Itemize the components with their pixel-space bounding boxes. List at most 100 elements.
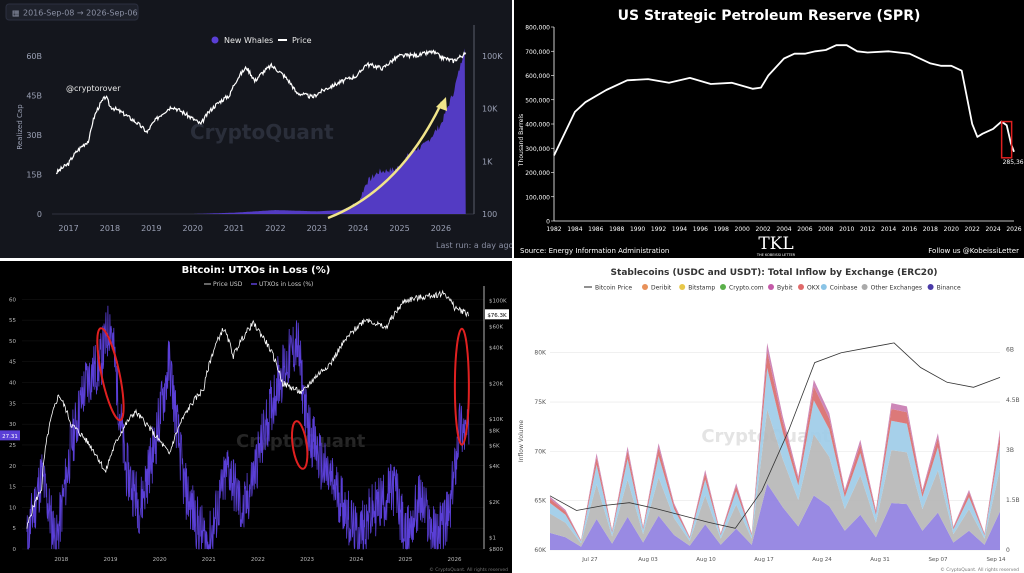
- utxo-chart: Bitcoin: UTXOs in Loss (%) CryptoQuant ©…: [0, 265, 509, 573]
- y-axis-title: Inflow Volume: [518, 420, 525, 462]
- legend-marker-exchange: [798, 284, 804, 290]
- y-right-tick-label: $40K: [489, 346, 503, 352]
- calendar-icon: ▦: [12, 9, 20, 18]
- x-tick-label: 2020: [182, 224, 202, 233]
- x-tick-label: 2022: [965, 226, 980, 233]
- legend-marker-new-whales: [211, 36, 219, 44]
- watermark: CryptoQuant: [190, 120, 334, 144]
- x-tick-label: 2019: [103, 557, 117, 563]
- legend-label-exchange: Bitstamp: [688, 285, 715, 292]
- x-tick-label: 1994: [672, 226, 687, 233]
- y-right-tick-label: $800: [489, 547, 503, 553]
- legend-label-exchange: OKX: [807, 285, 820, 292]
- y-tick-label: 700,000: [525, 49, 550, 56]
- x-tick-label: 1984: [567, 226, 582, 233]
- legend-marker-exchange: [927, 284, 934, 290]
- spr-plot: 0 100,000 200,000 300,000 400,000 500,000 600,…: [518, 25, 1024, 234]
- realized-cap-panel: ▦ 2016-Sep-08 → 2026-Sep-06 CryptoQuant …: [0, 0, 512, 258]
- y-right-tick-label: 3B: [1006, 447, 1014, 454]
- x-tick-label: 2024: [985, 226, 1000, 233]
- x-tick-label: Aug 31: [870, 557, 890, 563]
- price-line: [26, 289, 469, 529]
- realized-cap-chart: ▦ 2016-Sep-08 → 2026-Sep-06 CryptoQuant …: [5, 3, 512, 250]
- y-right-tick-label: 6B: [1006, 347, 1014, 354]
- legend-label-exchange: Crypto.com: [729, 285, 764, 292]
- y-right-tick-label: 1.5B: [1006, 497, 1020, 504]
- y-left-tick-label: 10: [9, 505, 16, 511]
- source-text: Source: Energy Information Administratio…: [520, 247, 669, 255]
- x-tick-label: 2020: [153, 557, 167, 563]
- legend-marker-exchange: [820, 284, 827, 290]
- legend-label-exchange: Coinbase: [830, 285, 858, 292]
- tkl-logo: TKL: [758, 234, 793, 254]
- y-right-tick-label: 100: [482, 210, 497, 219]
- x-tick-label: 2018: [100, 224, 120, 233]
- x-tick-label: 2000: [735, 226, 750, 233]
- x-tick-label: 2023: [300, 557, 314, 563]
- y-tick-label: 600,000: [525, 73, 550, 80]
- y-left-tick-label: 30B: [26, 131, 42, 140]
- y-left-tick-label: 0: [13, 547, 17, 553]
- x-tick-label: 2006: [797, 226, 812, 233]
- legend-label-exchange: Bybit: [777, 285, 793, 292]
- legend-label-price: Price USD: [213, 281, 243, 288]
- x-tick-label: 2026: [431, 224, 451, 233]
- coinbase-area: [550, 367, 1000, 544]
- stablecoin-chart: Stablecoins (USDC and USDT): Total Inflo…: [518, 268, 1020, 573]
- realized-cap-plot: New Whales Price 2017 2018 2019 2020 2021 2022 2…: [16, 25, 503, 233]
- legend-marker-exchange: [679, 284, 686, 290]
- y-right-tick-label: $20K: [489, 381, 503, 387]
- y-tick-label: 400,000: [525, 122, 550, 129]
- legend-marker-exchange: [768, 284, 774, 290]
- x-tick-label: 2025: [398, 557, 412, 563]
- x-tick-label: 2014: [881, 226, 896, 233]
- legend-label-price: Price: [292, 36, 312, 45]
- spr-chart: US Strategic Petroleum Reserve (SPR) Sou…: [518, 8, 1024, 257]
- y-left-tick-label: 45B: [26, 91, 42, 100]
- y-right-tick-label: $4K: [489, 464, 500, 470]
- legend-marker-exchange: [720, 284, 726, 290]
- highlight-ellipse-2026: [453, 327, 470, 446]
- highlight-ellipse-2023: [290, 420, 309, 470]
- trend-arrow-head: [436, 97, 447, 111]
- x-tick-label: 2004: [776, 226, 791, 233]
- x-tick-label: 1988: [609, 226, 624, 233]
- x-tick-label: 2025: [389, 224, 409, 233]
- legend-label-exchange: Binance: [937, 285, 961, 292]
- x-tick-label: Aug 24: [812, 557, 832, 563]
- copyright: © CryptoQuant. All rights reserved: [940, 566, 1019, 573]
- date-range-text: 2016-Sep-08 → 2026-Sep-06: [23, 9, 138, 18]
- x-tick-label: Aug 10: [696, 557, 716, 563]
- last-value-label: 285,360: [1003, 159, 1024, 166]
- legend-label-utxo: UTXOs in Loss (%): [259, 281, 313, 288]
- chart-title: Bitcoin: UTXOs in Loss (%): [182, 265, 331, 276]
- x-tick-label: 1992: [651, 226, 666, 233]
- x-tick-label: 2022: [251, 557, 265, 563]
- y-left-tick-label: 70K: [534, 448, 547, 455]
- y-right-tick-label: $100K: [489, 298, 507, 304]
- y-right-tick-label: $60K: [489, 325, 503, 331]
- x-tick-label: Aug 17: [754, 557, 774, 563]
- x-tick-label: 2023: [307, 224, 327, 233]
- current-utxo-label: 27.31: [2, 434, 18, 440]
- trend-arrow: [327, 101, 444, 220]
- y-left-tick-label: 50: [9, 339, 16, 345]
- y-left-tick-label: 5: [13, 526, 17, 532]
- okx-area: [550, 351, 1000, 542]
- legend-label-bitcoin-price: Bitcoin Price: [595, 285, 632, 292]
- y-left-tick-label: 75K: [534, 399, 547, 406]
- tkl-logo-sub: THE KOBEISSI LETTER: [756, 253, 796, 257]
- current-price-label: $76.3K: [487, 313, 507, 319]
- y-right-tick-label: 4.5B: [1006, 397, 1020, 404]
- y-axis-title: Thousand Barrels: [518, 114, 525, 167]
- y-right-tick-label: 10K: [482, 105, 498, 114]
- bybit-area: [550, 343, 1000, 541]
- watermark: CryptoQuant: [236, 431, 366, 452]
- date-range-box[interactable]: [5, 3, 139, 21]
- legend-marker-exchange: [642, 284, 648, 290]
- y-left-tick-label: 20: [9, 464, 16, 470]
- x-tick-label: 2012: [860, 226, 875, 233]
- y-tick-label: 100,000: [525, 194, 550, 201]
- x-tick-label: 2019: [141, 224, 161, 233]
- y-right-tick-label: $8K: [489, 428, 500, 434]
